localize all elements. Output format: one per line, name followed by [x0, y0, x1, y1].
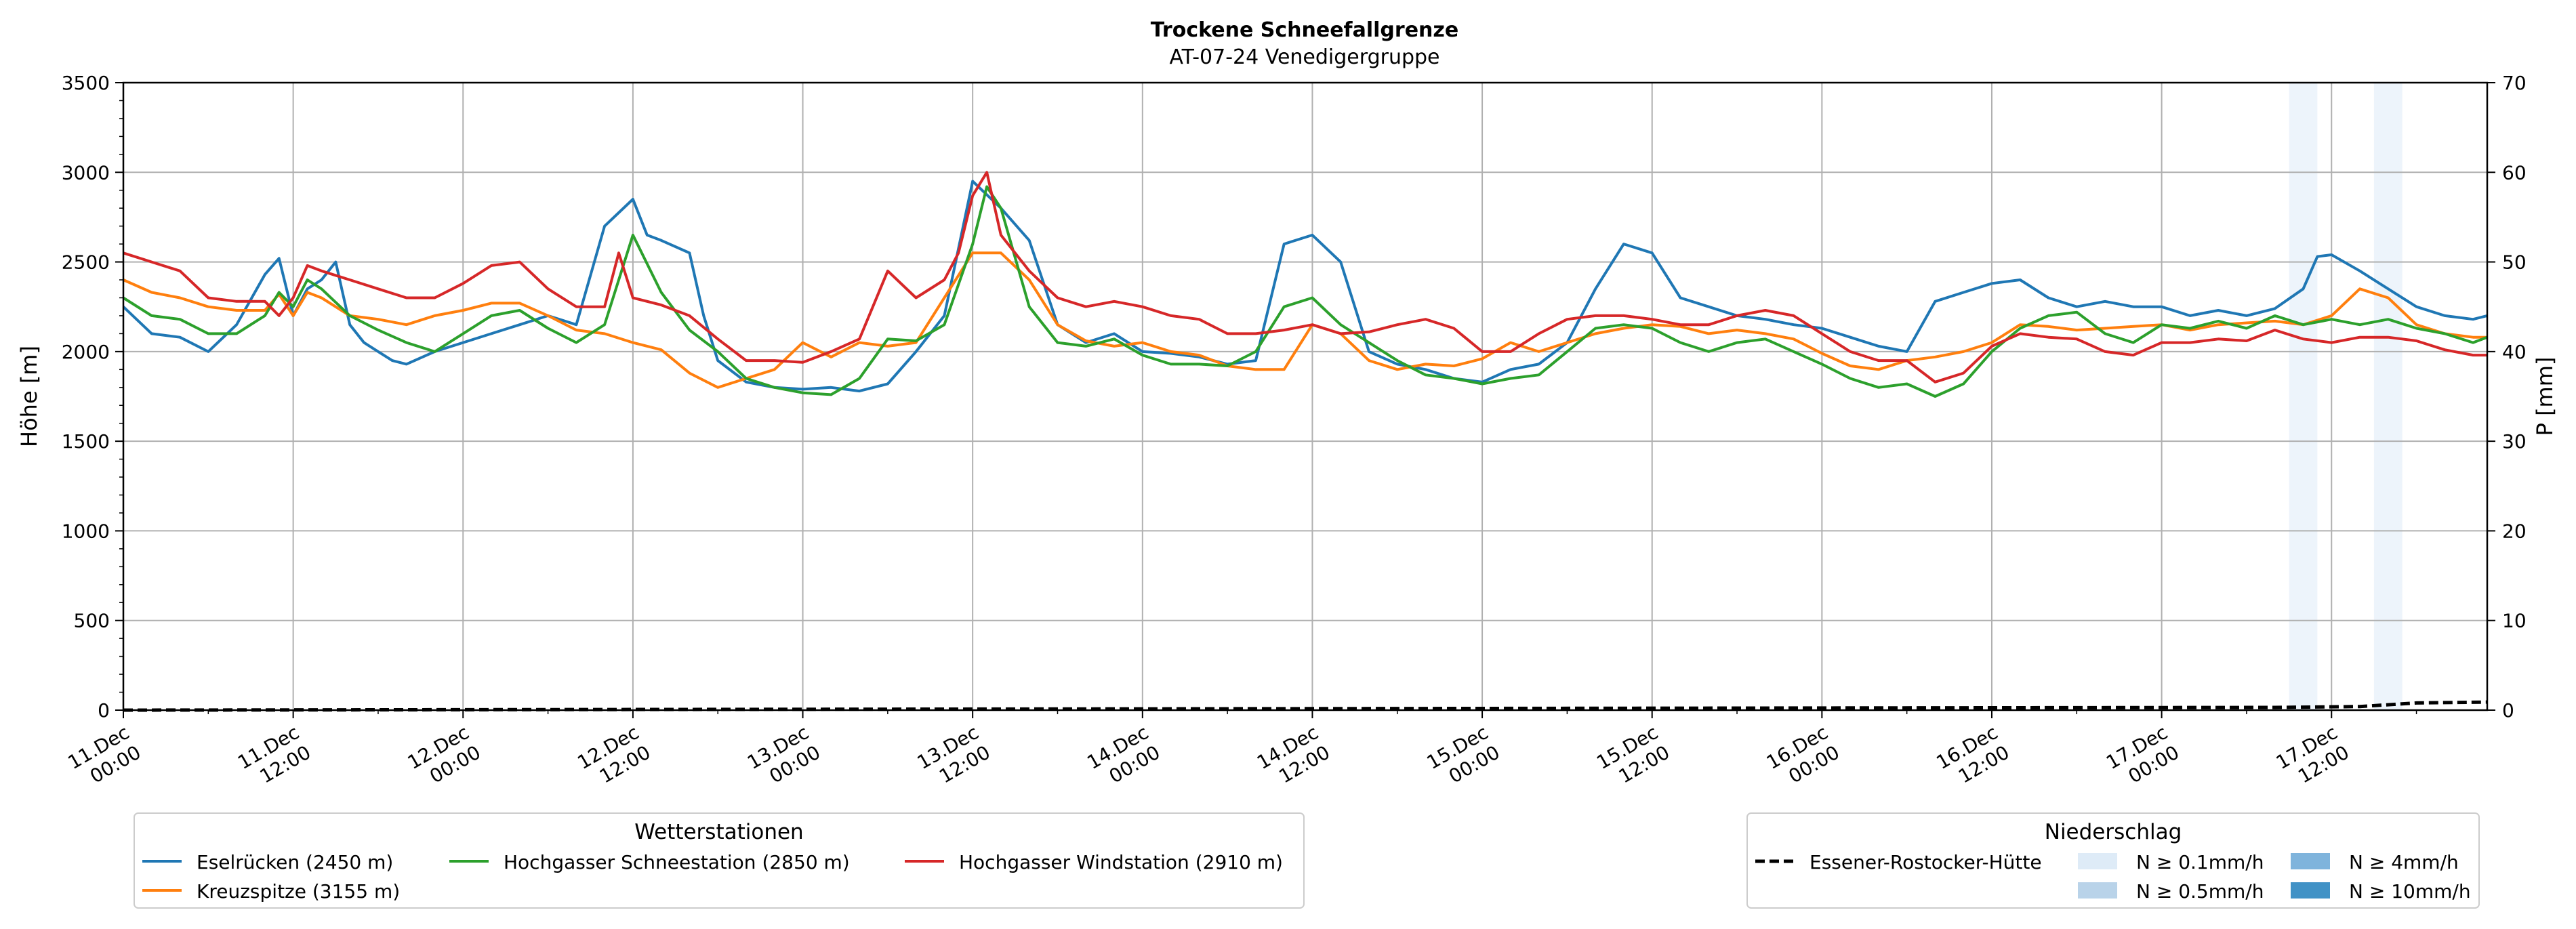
precip-bar [2289, 83, 2318, 710]
y2-tick-label: 20 [2502, 520, 2527, 542]
y2-tick-label: 70 [2502, 72, 2527, 94]
series-line [123, 171, 2487, 384]
legend-swatch [2078, 853, 2117, 869]
y-axis-right: 0 10 20 30 40 50 60 70 [2487, 72, 2527, 722]
legend-item: N ≥ 0.1mm/h [2136, 851, 2264, 873]
plot-frame [122, 81, 2489, 711]
legend-swatch [2291, 882, 2330, 899]
chart-title: Trockene Schneefallgrenze [1151, 18, 1458, 42]
y-tick-label: 1500 [62, 430, 110, 453]
legend-swatch [2078, 882, 2117, 899]
y2-axis-label: P [mm] [2532, 357, 2558, 436]
y2-tick-label: 40 [2502, 341, 2527, 363]
y-tick-label: 1000 [62, 520, 110, 542]
legend-swatch [2291, 853, 2330, 869]
y-axis-left: 0 500 1000 1500 2000 2500 3000 3500 [62, 72, 123, 722]
series-line [122, 180, 2488, 393]
legend-item: Kreuzspitze (3155 m) [197, 880, 400, 903]
series-line [122, 185, 2488, 398]
series-line [123, 251, 2487, 389]
y-tick-label: 3000 [62, 161, 110, 184]
legend-item: Hochgasser Schneestation (2850 m) [504, 851, 850, 873]
legend-precip-title: Niederschlag [2045, 820, 2182, 844]
y-tick-label: 2000 [62, 341, 110, 363]
legend-stations-title: Wetterstationen [634, 820, 803, 844]
y2-tick-label: 0 [2502, 699, 2514, 722]
chart-subtitle: AT-07-24 Venedigergruppe [1169, 45, 1439, 69]
precipitation-line [123, 700, 2488, 712]
y-tick-label: 0 [98, 699, 110, 722]
legend-item: N ≥ 4mm/h [2349, 851, 2459, 873]
legend-item: N ≥ 0.5mm/h [2136, 880, 2264, 903]
series-lines [122, 171, 2488, 398]
y-axis-label: Höhe [m] [16, 346, 42, 447]
y2-tick-label: 10 [2502, 610, 2527, 632]
legend-item: Eselrücken (2450 m) [197, 851, 393, 873]
precipitation-bars [2289, 83, 2403, 710]
y-tick-label: 3500 [62, 72, 110, 94]
y-tick-label: 500 [74, 610, 110, 632]
precip-bar [2373, 83, 2403, 710]
y2-tick-label: 50 [2502, 251, 2527, 274]
legend-precipitation: Niederschlag Essener-Rostocker-Hütte N ≥… [1746, 812, 2480, 909]
y2-tick-label: 60 [2502, 161, 2527, 184]
legend-item: N ≥ 10mm/h [2349, 880, 2471, 903]
legend-stations: Wetterstationen Eselrücken (2450 m) Hoch… [134, 812, 1305, 909]
legend-item: Hochgasser Windstation (2910 m) [959, 851, 1283, 873]
precip-series-line [123, 700, 2488, 712]
y-tick-label: 2500 [62, 251, 110, 274]
y2-tick-label: 30 [2502, 430, 2527, 453]
legend-item: Essener-Rostocker-Hütte [1810, 851, 2042, 873]
